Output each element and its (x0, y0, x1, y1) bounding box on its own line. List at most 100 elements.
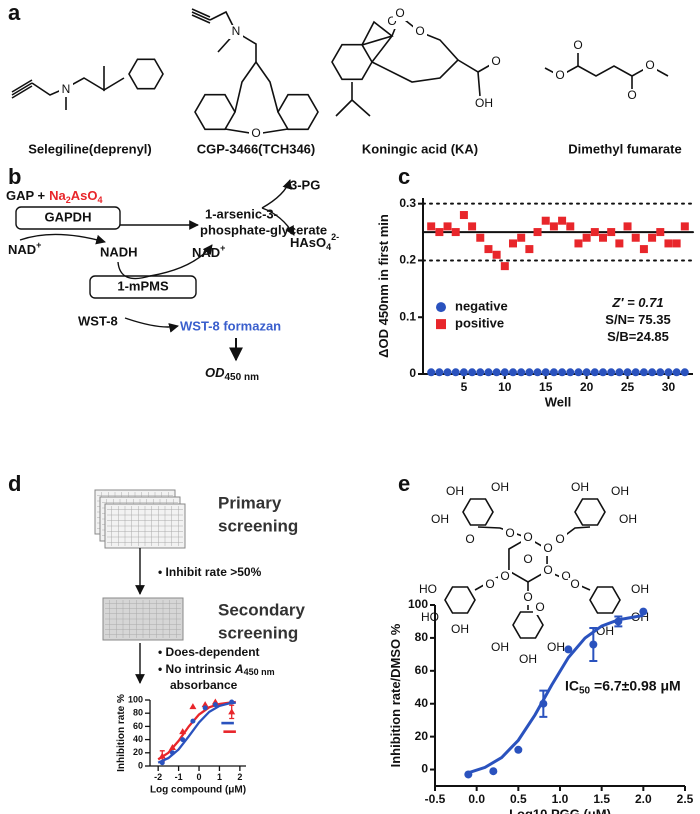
point (574, 368, 583, 377)
point (492, 250, 501, 259)
point (189, 703, 197, 710)
x-tick-label: 0.5 (510, 792, 527, 806)
atom-bg (59, 83, 73, 97)
atom-bg (413, 25, 427, 39)
point (459, 211, 468, 220)
atom-bg (448, 485, 462, 499)
y-tick-label: 0.2 (399, 253, 416, 267)
point (558, 368, 567, 377)
point (607, 368, 616, 377)
atom-bg (553, 69, 567, 83)
atom-label: O (573, 38, 582, 52)
atom-label: N (232, 24, 241, 38)
legend-marker (436, 302, 446, 313)
y-tick-label: 20 (133, 747, 143, 757)
atom-label: OH (431, 512, 449, 526)
point (229, 699, 235, 705)
bond (457, 59, 481, 97)
x-tick-label: -1 (175, 772, 183, 782)
point (664, 239, 673, 248)
point (672, 368, 681, 377)
atom-bg (503, 527, 517, 541)
atom-label: OH (519, 652, 537, 666)
x-axis-label: Log10 PGG (μM) (509, 806, 611, 814)
atom-label: O (555, 68, 564, 82)
x-tick-label: 0 (197, 772, 202, 782)
point (489, 767, 498, 776)
atom-label: O (395, 6, 404, 20)
bond (477, 526, 529, 539)
point (656, 228, 665, 237)
point (476, 368, 485, 377)
x-tick-label: 10 (498, 380, 512, 394)
atom-bg (521, 553, 535, 567)
atom-bg (489, 55, 503, 69)
atom-label: OH (631, 582, 649, 596)
atom-label: O (465, 532, 474, 546)
point (509, 368, 517, 377)
cofactor: NAD+ (192, 243, 225, 260)
atom-bg (463, 533, 477, 547)
point (614, 617, 623, 626)
x-tick-label: 5 (461, 380, 468, 394)
atom-label: O (627, 88, 636, 102)
point (631, 233, 640, 242)
atom-label: OH (451, 622, 469, 636)
legend-label: negative (455, 299, 508, 314)
atom-bg (521, 653, 535, 667)
reactant: GAP + Na2AsO4 (6, 188, 103, 205)
point (509, 239, 517, 248)
point (623, 222, 632, 231)
enzyme: 1-mPMS (117, 278, 169, 293)
point (476, 233, 485, 242)
x-tick-label: 30 (662, 380, 676, 394)
atom-label: O (387, 14, 396, 28)
panel-label: b (8, 164, 21, 189)
x-tick-label: 1 (217, 772, 222, 782)
point (158, 752, 166, 759)
annotation: Z′ = 0.71 (611, 295, 663, 310)
point (648, 368, 657, 377)
point (468, 222, 477, 231)
point (180, 737, 186, 743)
bond (11, 79, 33, 93)
bond (512, 611, 544, 639)
criterion: absorbance (170, 678, 238, 692)
atom-bg (553, 533, 567, 547)
atom-label: N (62, 82, 71, 96)
x-tick-label: 2.0 (635, 792, 652, 806)
point (500, 368, 509, 377)
product: WST-8 formazan (180, 318, 281, 333)
bond (191, 11, 211, 21)
atom-label: OH (491, 480, 509, 494)
x-tick-label: 2 (237, 772, 242, 782)
annotation-part: IC (565, 677, 579, 693)
point (468, 368, 477, 377)
enzyme-box (15, 206, 121, 230)
point (549, 368, 558, 377)
atom-bg (613, 485, 627, 499)
panel-label: e (398, 471, 410, 496)
atom-bg (541, 564, 555, 578)
bond (589, 586, 621, 614)
point (484, 245, 493, 254)
atom-label: O (561, 569, 570, 583)
byproduct: 3-PG (290, 177, 320, 192)
atom-label: OH (571, 480, 589, 494)
bond (128, 58, 164, 90)
point (179, 728, 187, 735)
readout: OD450 nm (205, 365, 259, 382)
atom-label: HO (421, 610, 439, 624)
x-tick-label: 25 (621, 380, 635, 394)
legend-marker (436, 319, 446, 330)
point (228, 708, 236, 715)
y-tick-label: 60 (415, 663, 429, 677)
atom-label: O (645, 58, 654, 72)
point (590, 228, 599, 237)
point (525, 368, 534, 377)
point (599, 368, 607, 377)
stage: Primary (218, 493, 282, 512)
point (589, 640, 598, 649)
point (443, 222, 452, 231)
point (639, 607, 648, 616)
